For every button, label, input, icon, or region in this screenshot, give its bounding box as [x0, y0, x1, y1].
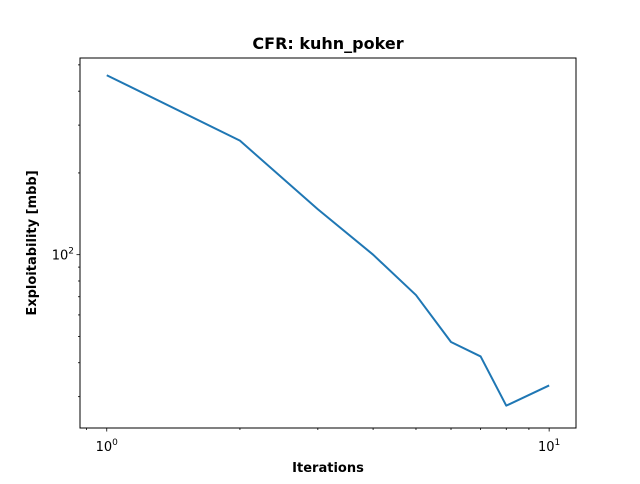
x-tick-label-exponent: 0 — [112, 438, 118, 448]
y-tick-label-exponent: 2 — [68, 247, 74, 257]
x-axis-label: Iterations — [292, 461, 364, 476]
x-tick-label-exponent: 1 — [555, 438, 561, 448]
plot-area — [80, 58, 576, 428]
x-tick-label-base: 10 — [538, 440, 555, 455]
y-axis-label: Exploitability [mbb] — [25, 170, 40, 315]
y-tick-label-base: 10 — [52, 249, 69, 264]
x-tick-label-base: 10 — [96, 440, 113, 455]
chart-title: CFR: kuhn_poker — [252, 34, 403, 53]
